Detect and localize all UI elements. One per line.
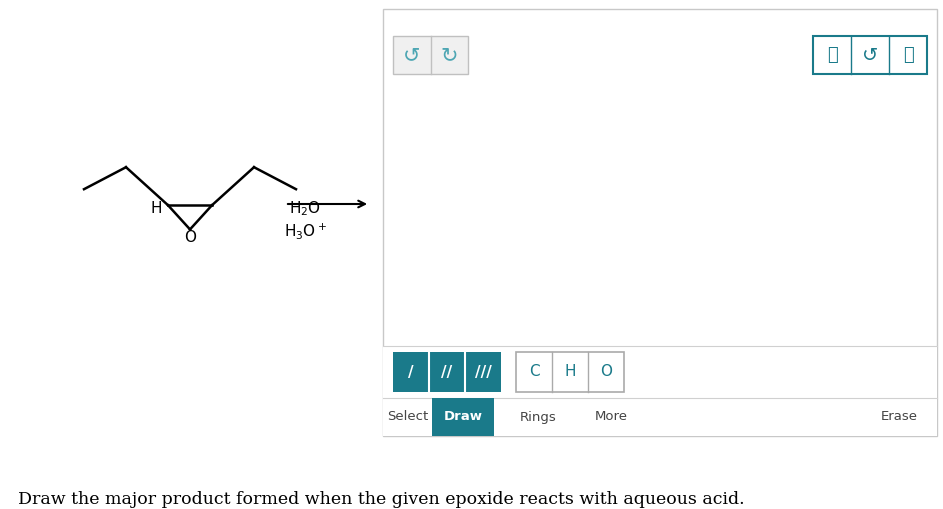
Bar — [432, 398, 494, 436]
Text: ↻: ↻ — [440, 45, 458, 65]
Text: O: O — [184, 230, 196, 245]
Text: /: / — [408, 364, 414, 380]
Text: Draw: Draw — [443, 410, 483, 423]
Text: H: H — [564, 364, 576, 380]
Text: 🔍: 🔍 — [902, 46, 914, 64]
Text: $\mathregular{H_2O}$: $\mathregular{H_2O}$ — [289, 200, 321, 218]
Text: Erase: Erase — [881, 410, 918, 423]
Text: Draw the major product formed when the given epoxide reacts with aqueous acid.: Draw the major product formed when the g… — [18, 491, 745, 508]
Text: Rings: Rings — [520, 410, 556, 423]
Text: C: C — [529, 364, 539, 380]
Text: //: // — [441, 364, 453, 380]
Text: Select: Select — [388, 410, 429, 423]
Text: H: H — [150, 201, 162, 216]
Bar — [393, 36, 468, 74]
Bar — [813, 36, 927, 74]
Bar — [383, 398, 937, 436]
Text: 🔎: 🔎 — [827, 46, 837, 64]
Bar — [393, 352, 501, 392]
Text: ///: /// — [474, 364, 491, 380]
Text: $\mathregular{H_3O^+}$: $\mathregular{H_3O^+}$ — [284, 221, 326, 241]
Bar — [383, 346, 937, 398]
Text: ↺: ↺ — [403, 45, 421, 65]
Bar — [516, 352, 624, 392]
Text: O: O — [600, 364, 612, 380]
Bar — [383, 9, 937, 436]
Text: More: More — [594, 410, 627, 423]
Text: ↺: ↺ — [862, 45, 878, 65]
